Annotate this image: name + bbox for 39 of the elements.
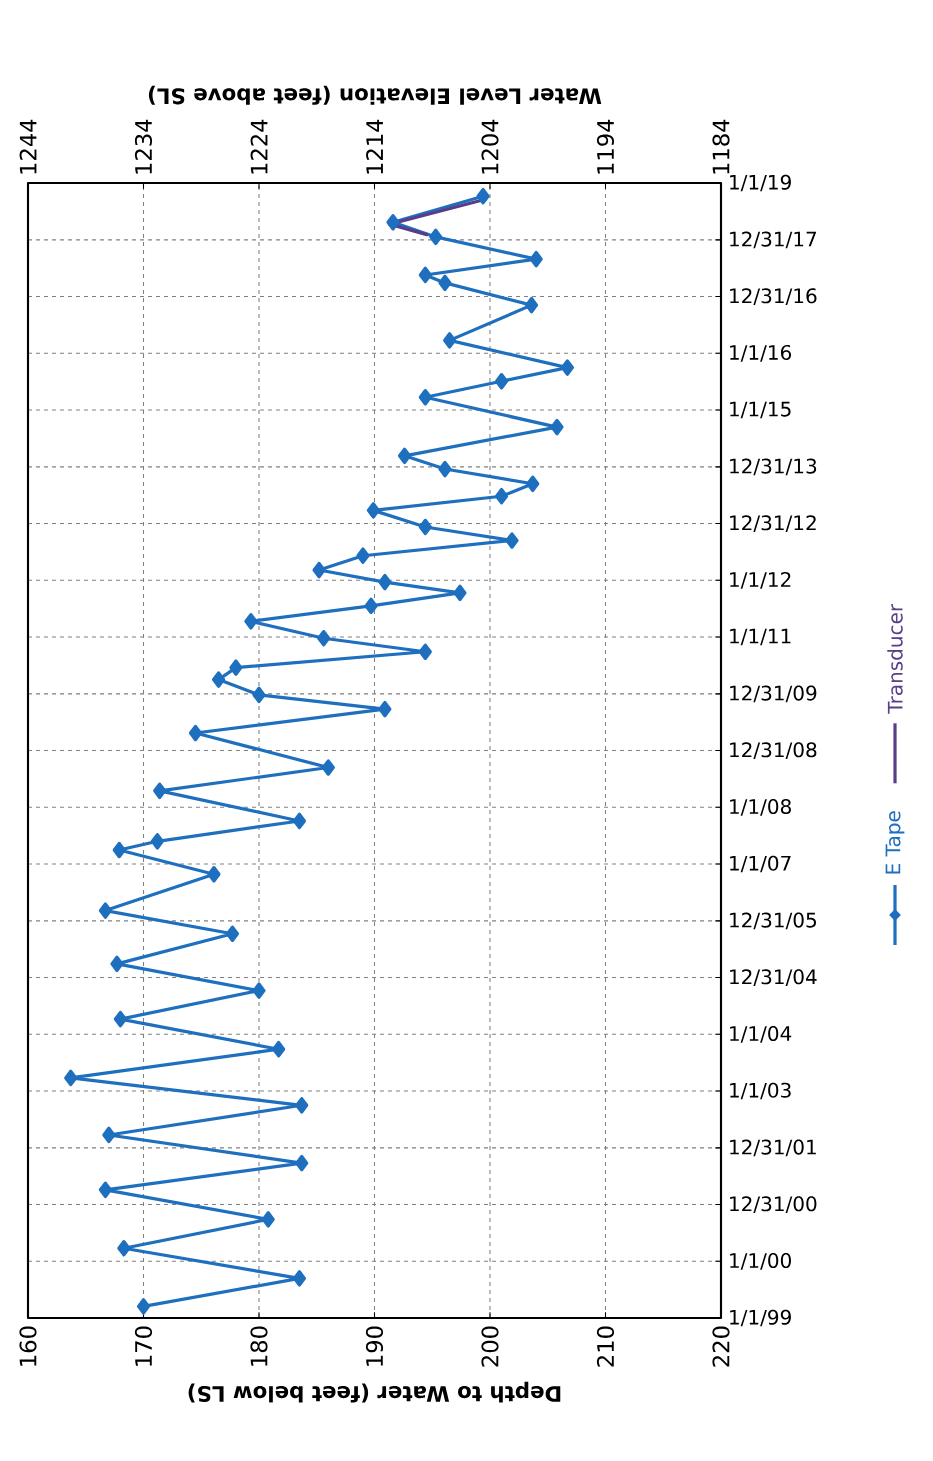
- y-tick-label: 1/1/07: [730, 855, 791, 873]
- y-tick-label: 12/31/13: [730, 458, 817, 476]
- y-tick-label: 1/1/03: [730, 1082, 791, 1100]
- y-tick-label: 1/1/19: [730, 174, 791, 192]
- y-tick-label: 12/31/17: [730, 231, 817, 249]
- y-tick-label: 1/1/16: [730, 344, 792, 362]
- x-tick-label: 170: [134, 1326, 153, 1366]
- y-tick-label: 1/1/12: [730, 571, 791, 589]
- x2-tick-label: 1194: [596, 119, 615, 174]
- text: E Tape: [885, 811, 905, 874]
- x-tick-label: 220: [712, 1326, 730, 1367]
- x2-tick-label: 1214: [366, 119, 383, 174]
- x-tick-label: 200: [481, 1326, 499, 1367]
- x2-tick-label: 1224: [250, 119, 268, 174]
- y-tick-label: 12/31/12: [730, 515, 816, 532]
- x2-tick-label: 1184: [712, 119, 730, 174]
- y-tick-label: 12/31/08: [730, 742, 817, 759]
- y-tick-label: 12/31/09: [730, 685, 817, 703]
- y-tick-label: 1/1/08: [730, 798, 791, 816]
- x2-axis-title: Water Level Elevation (feet above SL): [148, 85, 602, 105]
- x-tick-label: 160: [19, 1326, 37, 1366]
- x-tick-label: 210: [596, 1326, 615, 1367]
- x-tick-label: 190: [365, 1326, 384, 1366]
- y-tick-label: 1/1/15: [730, 401, 791, 419]
- y-tick-label: 1/1/99: [730, 1309, 791, 1327]
- x-tick-label: 180: [250, 1326, 268, 1366]
- x2-tick-label: 1204: [481, 119, 499, 174]
- x2-tick-label: 1234: [134, 119, 153, 174]
- y-tick-label: 12/31/04: [730, 969, 817, 986]
- text: Transducer: [887, 603, 903, 714]
- y-tick-label: 1/1/00: [730, 1252, 791, 1270]
- y-tick-label: 12/31/16: [730, 288, 817, 305]
- y-tick-label: 12/31/00: [730, 1196, 817, 1213]
- x2-tick-label: 1244: [19, 119, 37, 174]
- y-tick-label: 12/31/05: [730, 912, 816, 930]
- y-tick-label: 1/1/04: [730, 1025, 792, 1043]
- y-tick-label: 12/31/01: [730, 1139, 816, 1157]
- y-tick-label: 1/1/11: [730, 628, 791, 646]
- x-axis-title: Depth to Water (feet below LS): [188, 1381, 561, 1403]
